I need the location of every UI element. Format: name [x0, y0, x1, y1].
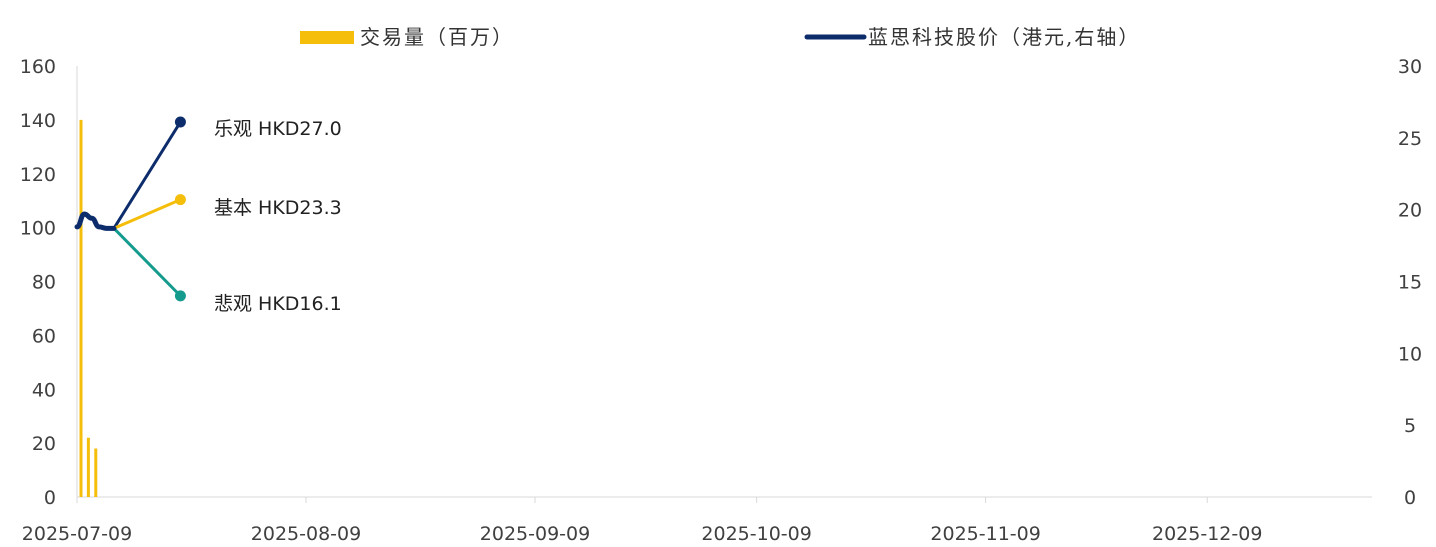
legend-swatch-volume	[300, 31, 354, 44]
scenario-label: 基本 HKD23.3	[214, 197, 342, 219]
y-left-tick-label: 120	[20, 164, 56, 186]
y-left-tick-label: 40	[32, 379, 56, 401]
volume-bar	[79, 119, 83, 497]
y-right-tick-label: 20	[1398, 200, 1422, 222]
scenario-label: 乐观 HKD27.0	[214, 118, 342, 140]
y-right-tick-label: 10	[1398, 343, 1422, 365]
x-tick-label: 2025-10-09	[701, 523, 811, 545]
volume-bar	[94, 448, 98, 497]
y-left-tick-label: 20	[32, 433, 56, 455]
price-line-group	[74, 211, 117, 231]
y-left-tick-label: 80	[32, 272, 56, 294]
y-left-tick-label: 60	[32, 325, 56, 347]
scenario-line	[113, 198, 182, 230]
legend: 交易量（百万） 蓝思科技股价（港元,右轴）	[300, 25, 1140, 49]
x-tick-label: 2025-07-09	[22, 523, 132, 545]
x-tick-label: 2025-08-09	[251, 523, 361, 545]
y-left-tick-label: 160	[20, 56, 56, 78]
axes: 0 20 40 60 80 100 120 140 160 0 5 10 15 20 25 30 2025-07…	[20, 56, 1422, 545]
volume-bar	[86, 437, 90, 497]
scenario-endpoint	[174, 194, 186, 206]
scenario-endpoint	[174, 290, 186, 302]
price-line	[74, 211, 117, 231]
scenario-line	[112, 227, 182, 297]
volume-bars	[79, 119, 98, 497]
x-tick-label: 2025-09-09	[480, 523, 590, 545]
scenario-annotations: 乐观 HKD27.0 基本 HKD23.3 悲观 HKD16.1	[214, 118, 342, 315]
y-right-tick-label: 25	[1398, 128, 1422, 150]
x-tick-label: 2025-12-09	[1152, 523, 1262, 545]
legend-label-volume: 交易量（百万）	[360, 25, 514, 49]
y-left-tick-label: 140	[20, 110, 56, 132]
scenario-line	[112, 121, 182, 230]
scenario-label: 悲观 HKD16.1	[214, 293, 342, 315]
y-left-tick-label: 0	[44, 487, 56, 509]
legend-label-price: 蓝思科技股价（港元,右轴）	[868, 25, 1140, 49]
y-left-tick-label: 100	[20, 218, 56, 240]
y-right-tick-label: 30	[1398, 56, 1422, 78]
x-tick-label: 2025-11-09	[930, 523, 1040, 545]
y-right-tick-label: 15	[1398, 272, 1422, 294]
scenario-endpoint	[174, 116, 186, 128]
y-right-tick-label: 0	[1404, 487, 1416, 509]
y-right-tick-label: 5	[1404, 415, 1416, 437]
scenario-lines	[112, 116, 186, 302]
